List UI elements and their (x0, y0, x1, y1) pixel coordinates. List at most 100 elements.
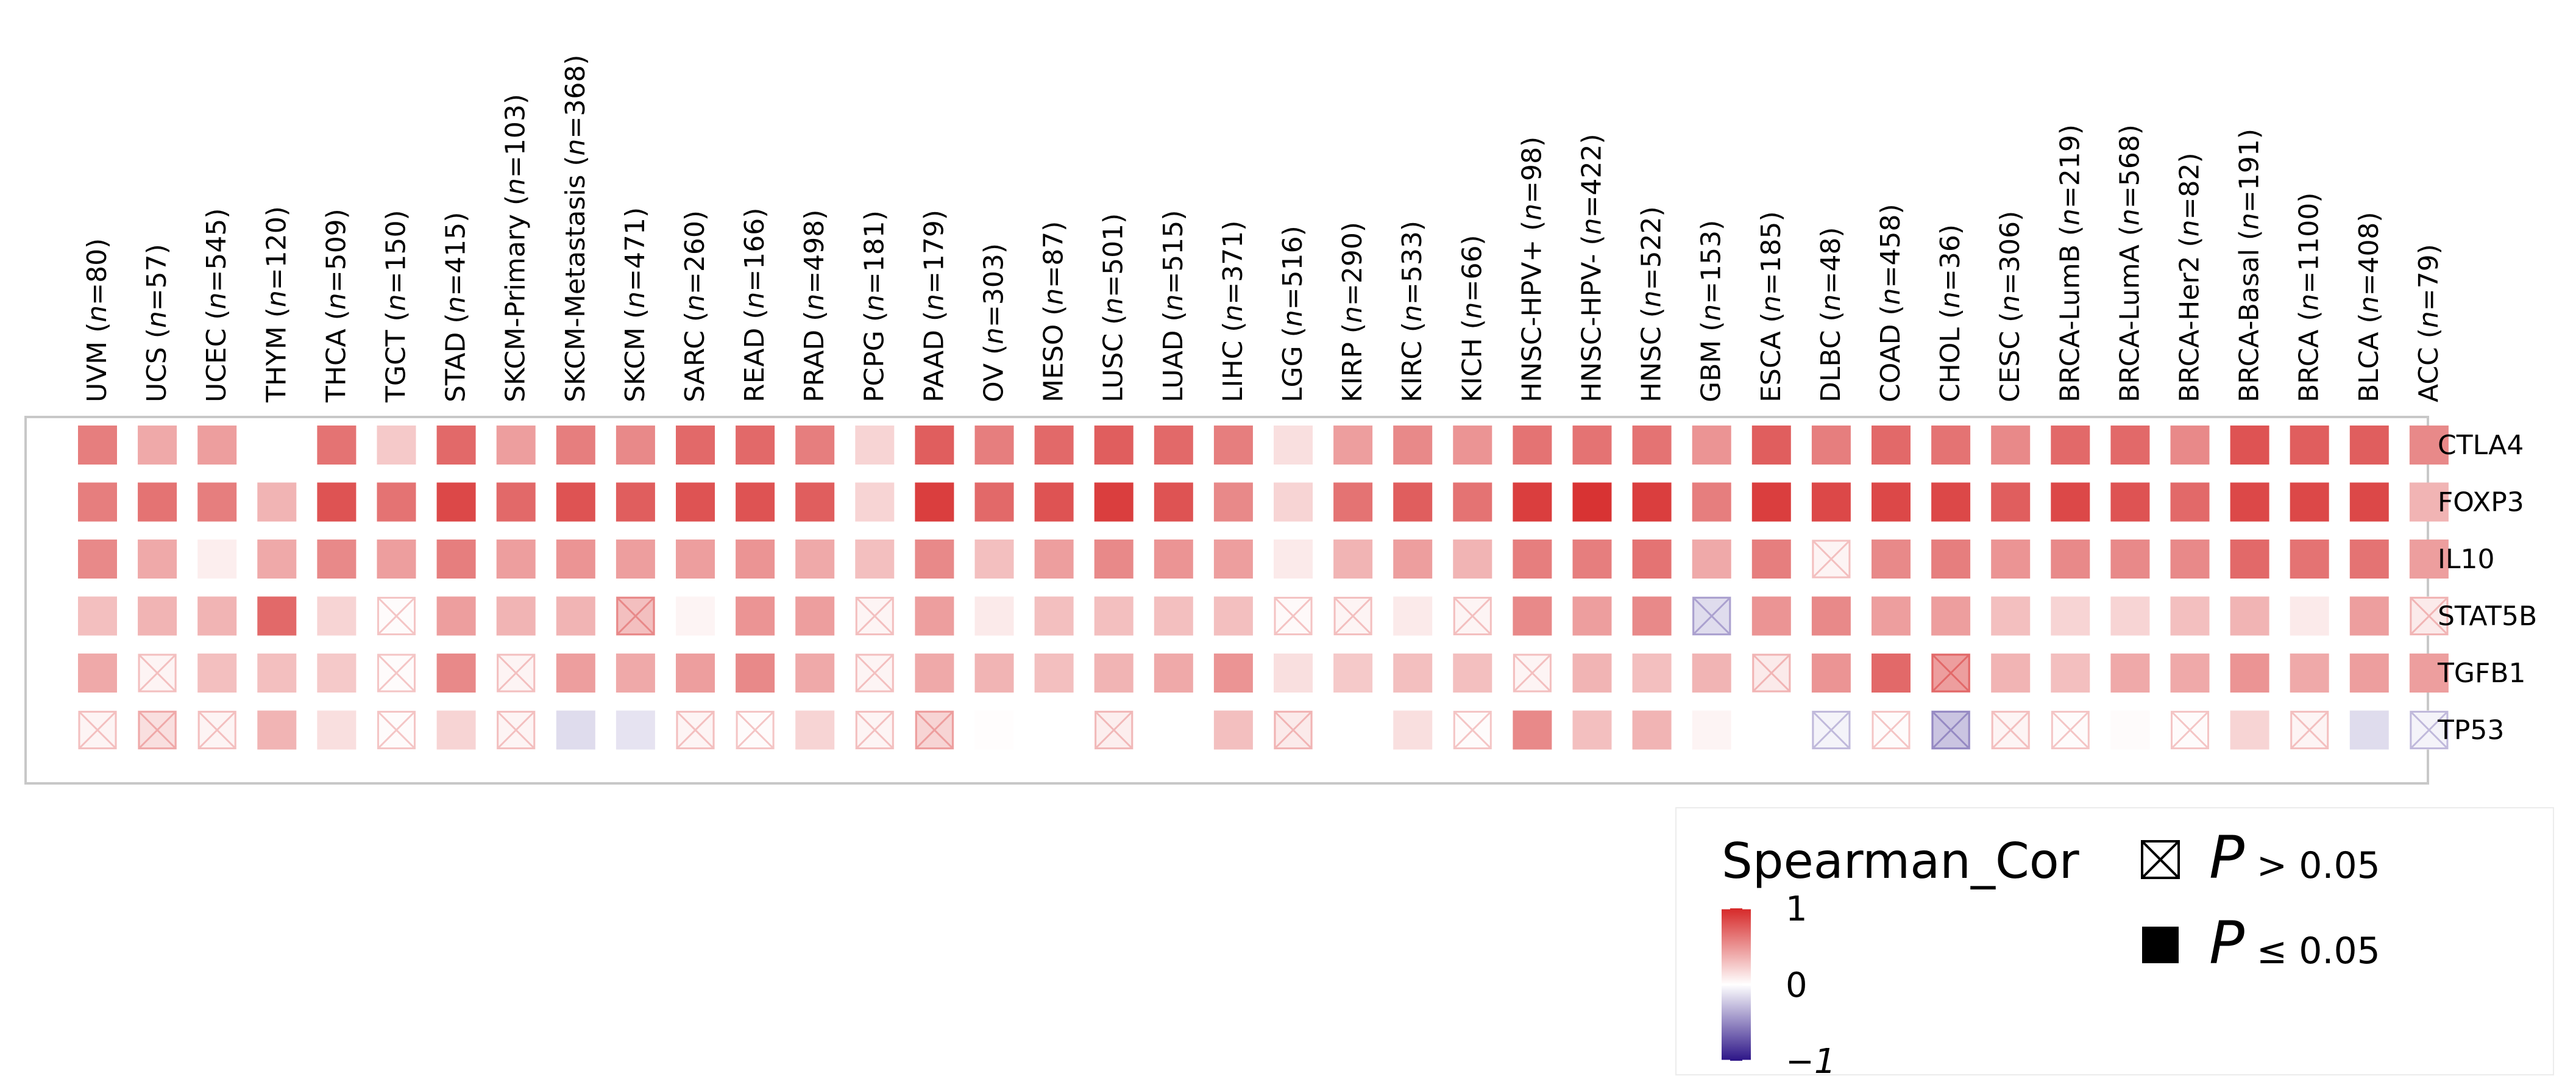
heatmap-cell (436, 596, 476, 636)
heatmap-cell (1872, 482, 1911, 522)
heatmap-cell (436, 426, 476, 465)
cell-square (197, 482, 237, 522)
heatmap-cell (2051, 482, 2090, 522)
heatmap-cell (1393, 654, 1433, 693)
cell-square (377, 540, 416, 579)
cell-square (1274, 426, 1313, 465)
cell-square (257, 540, 297, 579)
heatmap-cell (974, 710, 1014, 750)
cell-square (1034, 710, 1074, 750)
cell-square (1811, 482, 1851, 522)
cell-square (2110, 426, 2150, 465)
heatmap-cell (2349, 426, 2389, 465)
column-label: BRCA-Her2 (n=82) (2174, 152, 2205, 402)
column-label: UCEC (n=545) (201, 208, 232, 402)
heatmap-cell (1094, 426, 1134, 465)
heatmap-cell (2409, 596, 2449, 636)
heatmap-cell (197, 654, 237, 693)
cell-square (1274, 482, 1313, 522)
heatmap-cell (915, 482, 954, 522)
heatmap-cell (78, 710, 117, 750)
cell-square (736, 596, 775, 636)
cell-square (2409, 482, 2449, 522)
cell-square (436, 596, 476, 636)
nonsig-cross (676, 711, 715, 749)
cell-square (2170, 540, 2210, 579)
nonsig-box (1692, 597, 1731, 635)
cell-square (795, 654, 835, 693)
colorbar-tick-label: 1 (1786, 889, 1808, 929)
nonsig-cross (2410, 711, 2448, 749)
nonsig-box (2171, 711, 2209, 749)
cell-square (974, 482, 1014, 522)
cell-square (1094, 654, 1134, 693)
filled-square-symbol (2142, 927, 2179, 963)
column-label: LIHC (n=371) (1218, 221, 1249, 402)
nonsig-cross (1992, 711, 2030, 749)
heatmap-cell (1513, 482, 1552, 522)
heatmap-cell (915, 710, 954, 750)
cell-square (1094, 426, 1134, 465)
heatmap-cell (795, 596, 835, 636)
cell-square (1872, 654, 1911, 693)
nonsig-cross (1812, 540, 1850, 579)
column-label: MESO (n=87) (1038, 221, 1070, 402)
heatmap-cell (138, 482, 177, 522)
heatmap-cell (1274, 654, 1313, 693)
heatmap-cell (855, 540, 895, 579)
heatmap-cell (1393, 710, 1433, 750)
cell-square (1872, 482, 1911, 522)
cell-square (855, 540, 895, 579)
row-label-il10: IL10 (2438, 544, 2494, 575)
nonsig-cross (2290, 711, 2329, 749)
heatmap-cell (1154, 710, 1193, 750)
heatmap-cell (855, 710, 895, 750)
heatmap-cell (974, 482, 1014, 522)
heatmap-cell (1572, 540, 1612, 579)
cell-square (2349, 654, 2389, 693)
heatmap-cell (1872, 540, 1911, 579)
cell-square (2409, 540, 2449, 579)
nonsig-cross (497, 654, 535, 693)
nonsig-box (855, 654, 894, 693)
cell-square (974, 426, 1014, 465)
heatmap-cell (1931, 540, 1971, 579)
heatmap-cell (556, 482, 595, 522)
cell-square (1034, 654, 1074, 693)
heatmap-cell (1751, 710, 1791, 750)
cell-square (317, 710, 357, 750)
heatmap-cell (974, 654, 1014, 693)
nonsig-box (1931, 654, 1970, 693)
heatmap-cell (2110, 426, 2150, 465)
heatmap-cell (496, 426, 536, 465)
cell-square (736, 482, 775, 522)
colorbar-tick: 0 (1722, 966, 1808, 1005)
heatmap-cell (2110, 654, 2150, 693)
nonsig-box (138, 654, 177, 693)
heatmap-cells (78, 426, 2449, 750)
cell-square (197, 654, 237, 693)
cell-square (915, 596, 954, 636)
heatmap-cell (556, 710, 595, 750)
column-label: BRCA-LumA (n=568) (2114, 124, 2145, 402)
heatmap-cell (795, 540, 835, 579)
cell-square (1872, 596, 1911, 636)
column-label: ESCA (n=185) (1756, 211, 1787, 402)
heatmap-cell (1094, 540, 1134, 579)
heatmap-cell (1154, 540, 1193, 579)
nonsig-box (855, 597, 894, 635)
heatmap-cell (736, 596, 775, 636)
column-label: HNSC-HPV- (n=422) (1577, 134, 1608, 402)
nonsig-cross (1274, 597, 1313, 635)
significance-legend: P > 0.05 P ≤ 0.05 (2141, 824, 2380, 977)
cell-square (1632, 654, 1672, 693)
cell-square (2170, 654, 2210, 693)
heatmap-cell (377, 426, 416, 465)
nonsig-cross (1752, 654, 1790, 693)
cell-square (855, 426, 895, 465)
row-labels: CTLA4 FOXP3 IL10 STAT5B TGFB1 TP53 (2437, 430, 2537, 746)
heatmap-cell (1154, 426, 1193, 465)
heatmap-cell (496, 596, 536, 636)
heatmap-cell (1393, 540, 1433, 579)
